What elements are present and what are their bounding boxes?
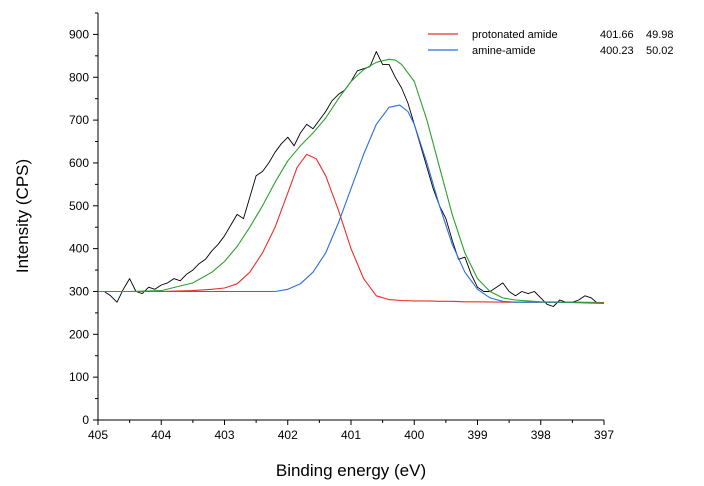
legend: protonated amide 401.66 49.98 amine-amid… — [428, 29, 674, 57]
y-tick-label: 900 — [69, 27, 89, 41]
y-tick-label: 300 — [69, 284, 89, 298]
series-line-protonated-amide — [98, 153, 605, 304]
x-tick-label: 405 — [88, 428, 108, 442]
series-line-amine-amide — [98, 104, 605, 305]
legend-area-amine-amide: 50.02 — [646, 45, 674, 57]
x-tick-label: 402 — [278, 428, 298, 442]
legend-label-protonated-amide: protonated amide — [472, 29, 558, 41]
plot-area: 405 404 403 402 401 400 399 398 397 0 100 200 300 40… — [69, 12, 614, 442]
x-tick-label: 404 — [151, 428, 171, 442]
x-tick-label: 398 — [531, 428, 551, 442]
x-tick-label: 397 — [594, 428, 614, 442]
y-tick-label: 200 — [69, 327, 89, 341]
y-tick-label: 800 — [69, 70, 89, 84]
legend-position-protonated-amide: 401.66 — [600, 29, 634, 41]
y-tick-label: 500 — [69, 199, 89, 213]
x-tick-label: 399 — [467, 428, 487, 442]
x-tick-label: 403 — [214, 428, 234, 442]
y-tick-label: 100 — [69, 370, 89, 384]
y-tick-label: 0 — [82, 413, 89, 427]
y-tick-label: 700 — [69, 113, 89, 127]
y-ticks: 0 100 200 300 400 500 600 700 800 900 — [69, 12, 98, 427]
x-tick-label: 401 — [341, 428, 361, 442]
series-line-cumulative-fit — [98, 58, 605, 304]
series-line-raw-data — [104, 51, 598, 307]
legend-position-amine-amide: 400.23 — [600, 45, 634, 57]
series-layer — [98, 51, 605, 307]
legend-label-amine-amide: amine-amide — [472, 45, 536, 57]
legend-area-protonated-amide: 49.98 — [646, 29, 674, 41]
y-axis-title: Intensity (CPS) — [13, 159, 32, 273]
y-tick-label: 600 — [69, 156, 89, 170]
x-axis-title: Binding energy (eV) — [276, 461, 426, 480]
x-ticks: 405 404 403 402 401 400 399 398 397 — [88, 420, 614, 442]
x-tick-label: 400 — [404, 428, 424, 442]
y-tick-label: 400 — [69, 242, 89, 256]
